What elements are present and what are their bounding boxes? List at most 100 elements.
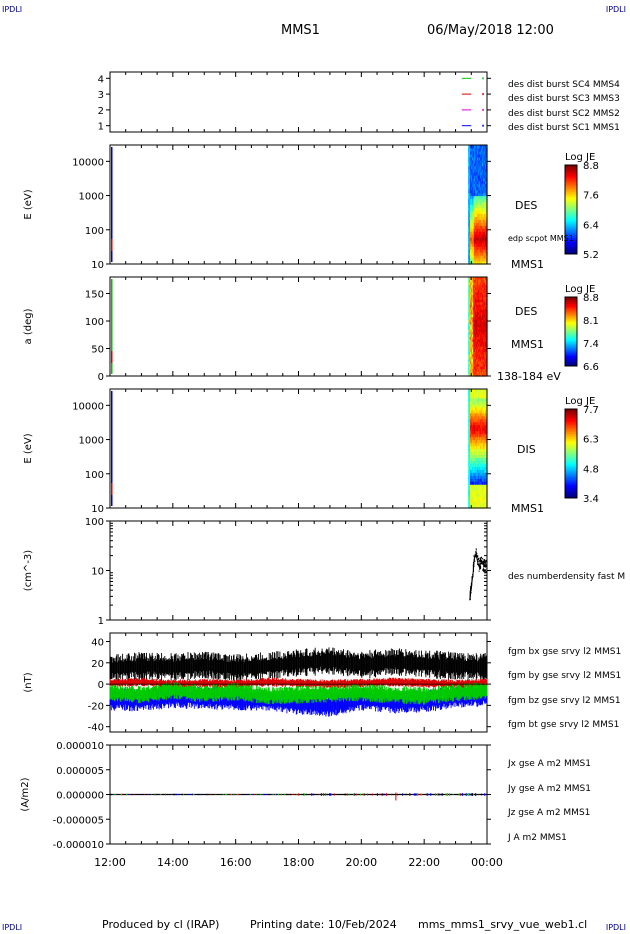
heat-cell bbox=[469, 294, 471, 298]
heat-cell bbox=[474, 204, 476, 209]
heat-cell bbox=[480, 505, 482, 509]
heat-cell bbox=[477, 177, 479, 182]
heat-cell bbox=[470, 463, 472, 467]
heat-cell bbox=[479, 389, 481, 393]
heat-cell bbox=[485, 454, 487, 459]
heat-cell bbox=[468, 496, 470, 500]
heat-cell bbox=[470, 156, 472, 161]
heat-cell bbox=[478, 174, 480, 179]
heat-cell bbox=[473, 403, 476, 408]
heat-cell bbox=[478, 186, 481, 191]
heat-cell bbox=[479, 159, 481, 164]
heat-cell bbox=[476, 368, 478, 372]
heat-cell bbox=[475, 371, 477, 375]
heat-cell bbox=[477, 165, 479, 170]
heat-cell bbox=[473, 368, 475, 372]
heat-cell bbox=[477, 445, 479, 450]
heat-cell bbox=[482, 294, 484, 298]
heat-cell bbox=[468, 478, 471, 482]
heat-cell bbox=[481, 324, 483, 328]
heat-cell bbox=[468, 309, 471, 313]
heat-cell bbox=[479, 291, 481, 295]
heat-cell bbox=[477, 454, 479, 459]
heat-cell bbox=[470, 328, 472, 333]
heat-cell bbox=[477, 246, 479, 250]
heat-cell bbox=[478, 324, 480, 328]
heat-cell bbox=[470, 366, 472, 370]
heat-cell bbox=[476, 216, 478, 220]
heat-cell bbox=[479, 192, 481, 197]
heat-cell bbox=[480, 484, 482, 488]
heat-cell bbox=[471, 475, 474, 479]
heat-cell bbox=[479, 451, 481, 456]
heat-cell bbox=[481, 363, 483, 367]
heat-cell bbox=[471, 195, 473, 200]
heat-cell bbox=[475, 304, 477, 308]
heat-cell bbox=[473, 255, 475, 259]
heat-cell bbox=[468, 189, 471, 194]
heat-cell bbox=[482, 299, 484, 303]
heat-cell bbox=[472, 502, 474, 506]
heat-cell bbox=[476, 240, 478, 244]
heat-cell bbox=[471, 210, 474, 215]
colorbar-swatch bbox=[565, 328, 577, 331]
heat-cell bbox=[481, 249, 484, 253]
heat-cell bbox=[484, 216, 486, 220]
heat-cell bbox=[483, 484, 486, 488]
heat-cell bbox=[485, 403, 487, 408]
heat-cell bbox=[477, 309, 479, 313]
heat-cell bbox=[478, 255, 480, 259]
heat-cell bbox=[474, 168, 476, 173]
heat-cell bbox=[474, 457, 476, 462]
heat-cell bbox=[483, 316, 485, 320]
heat-cell bbox=[483, 421, 485, 426]
colorbar-swatch bbox=[565, 354, 577, 357]
heat-cell bbox=[480, 316, 482, 320]
heat-cell bbox=[472, 284, 474, 288]
heat-cell bbox=[475, 475, 477, 479]
heat-cell bbox=[470, 368, 472, 372]
heat-cell bbox=[476, 445, 478, 450]
heat-cell bbox=[475, 306, 477, 310]
heat-cell bbox=[476, 433, 479, 438]
heat-cell bbox=[481, 326, 483, 330]
heat-cell bbox=[473, 289, 475, 293]
heat-cell bbox=[469, 427, 471, 432]
heat-cell bbox=[471, 439, 473, 444]
heat-cell bbox=[478, 192, 480, 197]
heat-cell bbox=[480, 484, 482, 488]
heat-cell bbox=[485, 363, 487, 367]
heat-cell bbox=[477, 286, 479, 290]
heat-cell bbox=[468, 358, 471, 362]
heat-cell bbox=[485, 333, 487, 338]
heat-cell bbox=[468, 363, 470, 367]
heat-cell bbox=[481, 309, 484, 313]
heat-cell bbox=[481, 451, 483, 456]
heat-cell bbox=[472, 183, 474, 188]
heat-cell bbox=[475, 309, 477, 313]
heat-cell bbox=[476, 421, 479, 426]
heat-cell bbox=[477, 409, 479, 414]
heat-cell bbox=[475, 389, 477, 393]
heat-cell bbox=[472, 424, 474, 429]
heat-cell bbox=[474, 296, 476, 300]
heat-cell bbox=[481, 314, 484, 318]
heat-cell bbox=[474, 177, 476, 182]
heat-cell bbox=[478, 294, 481, 298]
heat-cell bbox=[478, 201, 481, 206]
heat-cell bbox=[473, 418, 475, 423]
heat-cell bbox=[470, 406, 472, 411]
colorbar-swatch bbox=[565, 209, 577, 212]
heat-cell bbox=[474, 496, 476, 500]
colorbar-swatch bbox=[565, 237, 577, 241]
heat-cell bbox=[481, 240, 483, 244]
heat-cell bbox=[478, 213, 480, 218]
heat-cell bbox=[470, 225, 472, 229]
heat-cell bbox=[477, 311, 479, 315]
heat-cell bbox=[470, 415, 472, 420]
heat-cell bbox=[480, 469, 482, 473]
heat-cell bbox=[485, 234, 487, 238]
heat-cell bbox=[471, 346, 474, 350]
heat-cell bbox=[469, 457, 471, 462]
heat-cell bbox=[482, 496, 484, 500]
